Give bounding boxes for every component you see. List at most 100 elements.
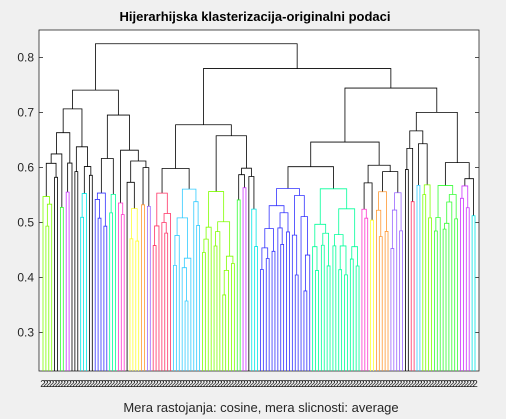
- dendrogram-link: [129, 238, 134, 371]
- dendrogram-link: [175, 124, 232, 169]
- dendrogram-link: [109, 212, 113, 371]
- dendrogram-link: [193, 201, 199, 371]
- dendrogram-link: [384, 231, 389, 371]
- leaf-label: 2: [345, 379, 351, 390]
- leaf-label: 2: [127, 379, 133, 390]
- dendrogram-link: [344, 274, 348, 371]
- y-tick-label: 0.3: [17, 326, 34, 340]
- leaf-label: 2: [304, 379, 310, 390]
- dendrogram-link: [382, 171, 399, 193]
- leaf-label: 2: [150, 379, 156, 390]
- y-tick-label: 0.5: [17, 216, 34, 230]
- leaf-label: 2: [321, 379, 327, 390]
- dendrogram-link: [332, 245, 337, 371]
- leaf-label: 2: [281, 379, 287, 390]
- leaf-label: 2: [95, 379, 101, 390]
- dendrogram-link: [242, 187, 247, 371]
- dendrogram-link: [131, 208, 138, 242]
- leaf-label: 2: [87, 379, 93, 390]
- leaf-label: 2: [342, 379, 348, 390]
- leaf-label: 2: [78, 379, 84, 390]
- leaf-label: 2: [391, 379, 397, 390]
- leaf-label: 2: [414, 379, 420, 390]
- y-tick-label: 0.8: [17, 51, 34, 65]
- leaf-label: 2: [266, 379, 272, 390]
- dendrogram-link: [97, 217, 102, 371]
- dendrogram-link: [161, 168, 190, 194]
- leaf-label: 2: [159, 379, 165, 390]
- dendrogram-link: [367, 164, 391, 183]
- dendrogram-link: [126, 181, 135, 371]
- dendrogram-link: [390, 248, 395, 371]
- leaf-label: 2: [269, 379, 275, 390]
- leaf-label: 2: [458, 379, 464, 390]
- leaf-label: 2: [333, 379, 339, 390]
- dendrogram-link: [442, 228, 447, 371]
- dendrogram-link: [183, 257, 192, 371]
- dendrogram-link: [370, 219, 374, 371]
- leaf-label: 2: [429, 379, 435, 390]
- dendrogram-link: [303, 290, 308, 371]
- dendrogram-link: [314, 223, 327, 247]
- leaf-label: 2: [49, 379, 55, 390]
- dendrogram-link: [152, 245, 157, 371]
- dendrogram-link: [62, 108, 83, 147]
- dendrogram-link: [106, 114, 130, 159]
- dendrogram-link: [130, 160, 147, 183]
- leaf-label: 2: [287, 379, 293, 390]
- leaf-label: 2: [379, 379, 385, 390]
- leaf-label: 2: [406, 379, 412, 390]
- y-axis: 0.3 0.4 0.5 0.6 0.7 0.8: [17, 51, 479, 340]
- leaf-label: 2: [423, 379, 429, 390]
- dendrogram-link: [406, 147, 414, 202]
- y-tick-label: 0.4: [17, 271, 34, 285]
- leaf-label: 2: [55, 379, 61, 390]
- leaf-label: 2: [130, 379, 136, 390]
- dendrogram-link: [265, 258, 270, 371]
- leaf-label: 2: [426, 379, 432, 390]
- dendrogram-link: [222, 294, 227, 371]
- dendrogram-link: [96, 192, 106, 227]
- dendrogram-link: [46, 203, 53, 371]
- leaf-label: 2: [171, 379, 177, 390]
- dendrogram-link: [141, 204, 145, 371]
- dendrogram-link: [312, 246, 318, 371]
- leaf-label: 2: [52, 379, 58, 390]
- leaf-label: 2: [356, 379, 362, 390]
- leaf-label: 2: [295, 379, 301, 390]
- leaf-label: 2: [194, 379, 200, 390]
- leaf-label: 2: [246, 379, 252, 390]
- dendrogram-link: [213, 245, 218, 371]
- leaf-label: 2: [121, 379, 127, 390]
- leaf-label: 2: [226, 379, 232, 390]
- leaf-label: 2: [139, 379, 145, 390]
- leaf-label: 2: [420, 379, 426, 390]
- leaf-label: 2: [461, 379, 467, 390]
- dendrogram-links: [42, 43, 476, 371]
- leaf-label: 2: [400, 379, 406, 390]
- dendrogram-link: [217, 221, 231, 257]
- dendrogram-link: [423, 184, 431, 218]
- leaf-label: 2: [98, 379, 104, 390]
- leaf-label: 2: [153, 379, 159, 390]
- dendrogram-link: [45, 225, 50, 371]
- dendrogram-link: [74, 171, 79, 371]
- leaf-label: 2: [43, 379, 49, 390]
- leaf-label: 2: [316, 379, 322, 390]
- leaf-label: 2: [223, 379, 229, 390]
- dendrogram-link: [294, 274, 299, 371]
- dendrogram-link: [120, 214, 125, 371]
- leaf-label: 2: [90, 379, 96, 390]
- dendrogram-link: [208, 191, 225, 228]
- dendrogram-link: [444, 222, 450, 371]
- leaf-label: 2: [240, 379, 246, 390]
- dendrogram-link: [399, 230, 403, 371]
- leaf-label: 2: [466, 379, 472, 390]
- dendrogram-link: [103, 225, 108, 371]
- leaf-label: 2: [348, 379, 354, 390]
- dendrogram-link: [300, 216, 308, 371]
- leaf-label: 2: [234, 379, 240, 390]
- leaf-label: 2: [84, 379, 90, 390]
- leaf-label: 2: [432, 379, 438, 390]
- leaf-label: 2: [301, 379, 307, 390]
